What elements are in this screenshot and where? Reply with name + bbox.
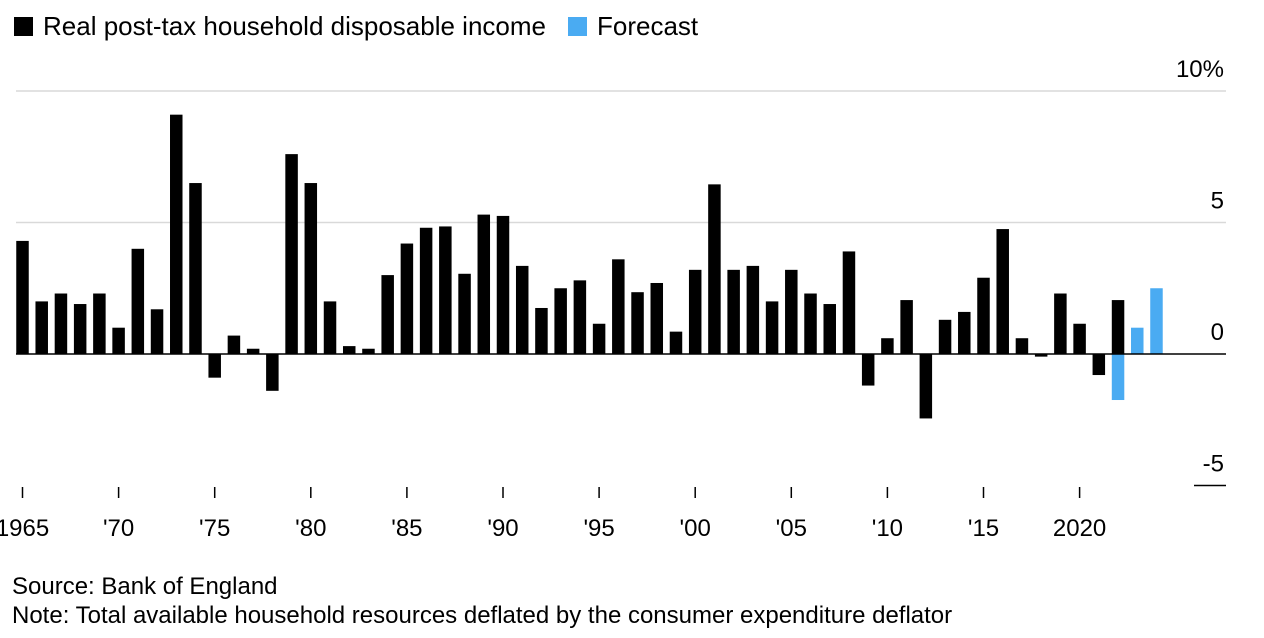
bar-1977	[246, 348, 260, 354]
source-note: Source: Bank of England	[12, 573, 278, 600]
bar-1989	[477, 214, 491, 354]
y-tick-label-5: 5	[1211, 188, 1224, 215]
bar-1973	[170, 114, 183, 354]
footer-notes: Source: Bank of England Note: Total avai…	[12, 572, 952, 630]
x-tick-label-1965: 1965	[0, 515, 49, 542]
bar-1998	[650, 282, 664, 354]
bar-1987	[439, 226, 452, 354]
bar-1990	[496, 215, 510, 354]
bar-1993	[554, 288, 567, 354]
bar-1976	[227, 335, 241, 354]
bar-2010	[881, 338, 894, 354]
x-tick-label-2005: '05	[776, 515, 807, 542]
bar-2003	[746, 265, 760, 354]
bar-2007	[823, 304, 836, 354]
bar-1985	[400, 243, 414, 354]
bar-2000	[688, 269, 702, 354]
forecast-bar-2023	[1131, 327, 1144, 354]
bar-1982	[342, 346, 356, 354]
y-tick-label-0: 0	[1211, 319, 1224, 346]
legend-item-forecast: Forecast	[567, 10, 699, 42]
x-tick-label-2020: 2020	[1053, 515, 1106, 542]
y-tick-label-10: 10%	[1176, 56, 1224, 83]
x-tick-label-1975: '75	[199, 515, 230, 542]
bar-2012	[919, 354, 933, 419]
bar-1980	[304, 183, 318, 354]
bar-2009	[861, 354, 875, 386]
bar-1991	[515, 265, 529, 354]
bar-chart: 10% 5 0 -5 1965 '70 '75 '80 '85 '90 '95 '00 '05 '10 '1…	[0, 56, 1226, 542]
methodology-note: Note: Total available household resource…	[12, 602, 953, 629]
bar-1971	[131, 248, 145, 354]
bar-1968	[73, 304, 87, 354]
bar-2018	[1034, 354, 1048, 357]
legend-swatch-forecast	[567, 16, 587, 36]
legend: Real post-tax household disposable incom…	[14, 8, 720, 44]
x-tick-label-1980: '80	[295, 515, 326, 542]
bar-1967	[54, 293, 68, 354]
bar-2008	[842, 251, 856, 354]
x-tick-label-1995: '95	[583, 515, 614, 542]
bar-1979	[285, 154, 298, 354]
x-tick-label-1970: '70	[103, 515, 134, 542]
bar-2020	[1073, 323, 1086, 354]
bar-1965	[16, 240, 29, 354]
bar-2011	[900, 300, 913, 354]
bar-1997	[631, 292, 644, 354]
bar-1995	[592, 323, 606, 354]
bar-1994	[573, 280, 587, 354]
bar-1966	[35, 301, 48, 354]
bar-2013	[938, 319, 952, 354]
bar-1972	[150, 309, 164, 354]
bar-2021	[1092, 354, 1106, 376]
bar-1984	[381, 275, 394, 354]
y-tick-label-neg5: -5	[1203, 451, 1224, 478]
bar-2006	[804, 293, 817, 354]
legend-swatch-income	[14, 16, 33, 36]
bar-1970	[112, 327, 125, 354]
x-tick-label-2000: '00	[680, 515, 711, 542]
legend-item-income: Real post-tax household disposable incom…	[14, 11, 546, 42]
legend-label-income: Real post-tax household disposable incom…	[43, 10, 546, 41]
bar-1996	[612, 259, 625, 354]
bar-1988	[458, 273, 471, 354]
bar-2001	[708, 184, 721, 354]
bar-1983	[362, 348, 375, 354]
bar-2019	[1054, 293, 1067, 354]
bar-2016	[996, 229, 1009, 354]
bar-2017	[1015, 338, 1029, 354]
forecast-bar-2022	[1111, 354, 1125, 401]
bar-1978	[266, 354, 279, 391]
x-tick-label-2010: '10	[872, 515, 903, 542]
bar-2005	[785, 269, 798, 354]
bar-1975	[208, 354, 221, 378]
bar-1981	[323, 301, 337, 354]
bar-1992	[535, 307, 548, 354]
bar-2022	[1111, 300, 1125, 354]
bar-1986	[419, 227, 433, 354]
bar-2014	[958, 311, 971, 354]
x-tick-label-2015: '15	[968, 515, 999, 542]
x-tick-label-1985: '85	[391, 515, 422, 542]
legend-label-forecast: Forecast	[596, 10, 699, 41]
forecast-bar-2024	[1150, 288, 1163, 354]
bar-2015	[977, 277, 990, 354]
bar-2004	[765, 301, 779, 354]
bar-2002	[727, 269, 740, 354]
bar-1974	[189, 183, 202, 354]
bar-1999	[669, 331, 683, 354]
x-tick-label-1990: '90	[487, 515, 518, 542]
bar-1969	[93, 293, 106, 354]
